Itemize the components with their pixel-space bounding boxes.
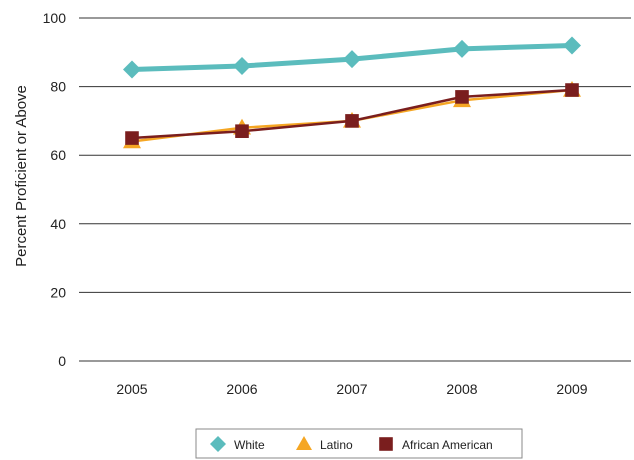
y-tick-label: 40 [50,216,66,232]
series [123,36,581,149]
x-tick-label: 2007 [336,381,367,397]
y-tick-label: 0 [58,353,66,369]
legend: White Latino African American [195,428,523,459]
data-point-marker [345,114,359,128]
legend-item: African American [379,437,493,452]
gridlines [79,17,631,362]
legend-marker [210,436,226,452]
y-tick-label: 100 [43,10,67,26]
series-african-american [125,83,579,145]
data-point-marker [123,60,141,79]
legend-label: Latino [320,438,353,452]
y-axis-title: Percent Proficient or Above [13,85,30,267]
y-tick-label: 60 [50,147,66,163]
legend-label: White [234,438,265,452]
y-tick-label: 80 [50,79,66,95]
data-point-marker [343,50,361,69]
x-tick-label: 2009 [556,381,587,397]
legend-marker [296,436,312,450]
legend-item: Latino [296,436,353,452]
legend-label: African American [402,438,493,452]
legend-marker [379,437,393,451]
data-point-marker [563,36,581,55]
legend-box [195,428,523,459]
y-tick-label: 20 [50,284,66,300]
y-tick-labels: 0 20 40 60 80 100 [43,10,67,369]
data-point-marker [565,83,579,97]
series-white [123,36,581,79]
legend-item: White [210,436,265,452]
x-tick-labels: 2005 2006 2007 2008 2009 [116,381,587,397]
data-point-marker [125,131,139,145]
data-point-marker [455,90,469,104]
x-tick-label: 2008 [446,381,477,397]
data-point-marker [233,57,251,76]
data-point-marker [453,39,471,58]
x-tick-label: 2006 [226,381,257,397]
data-point-marker [235,124,249,138]
x-tick-label: 2005 [116,381,147,397]
